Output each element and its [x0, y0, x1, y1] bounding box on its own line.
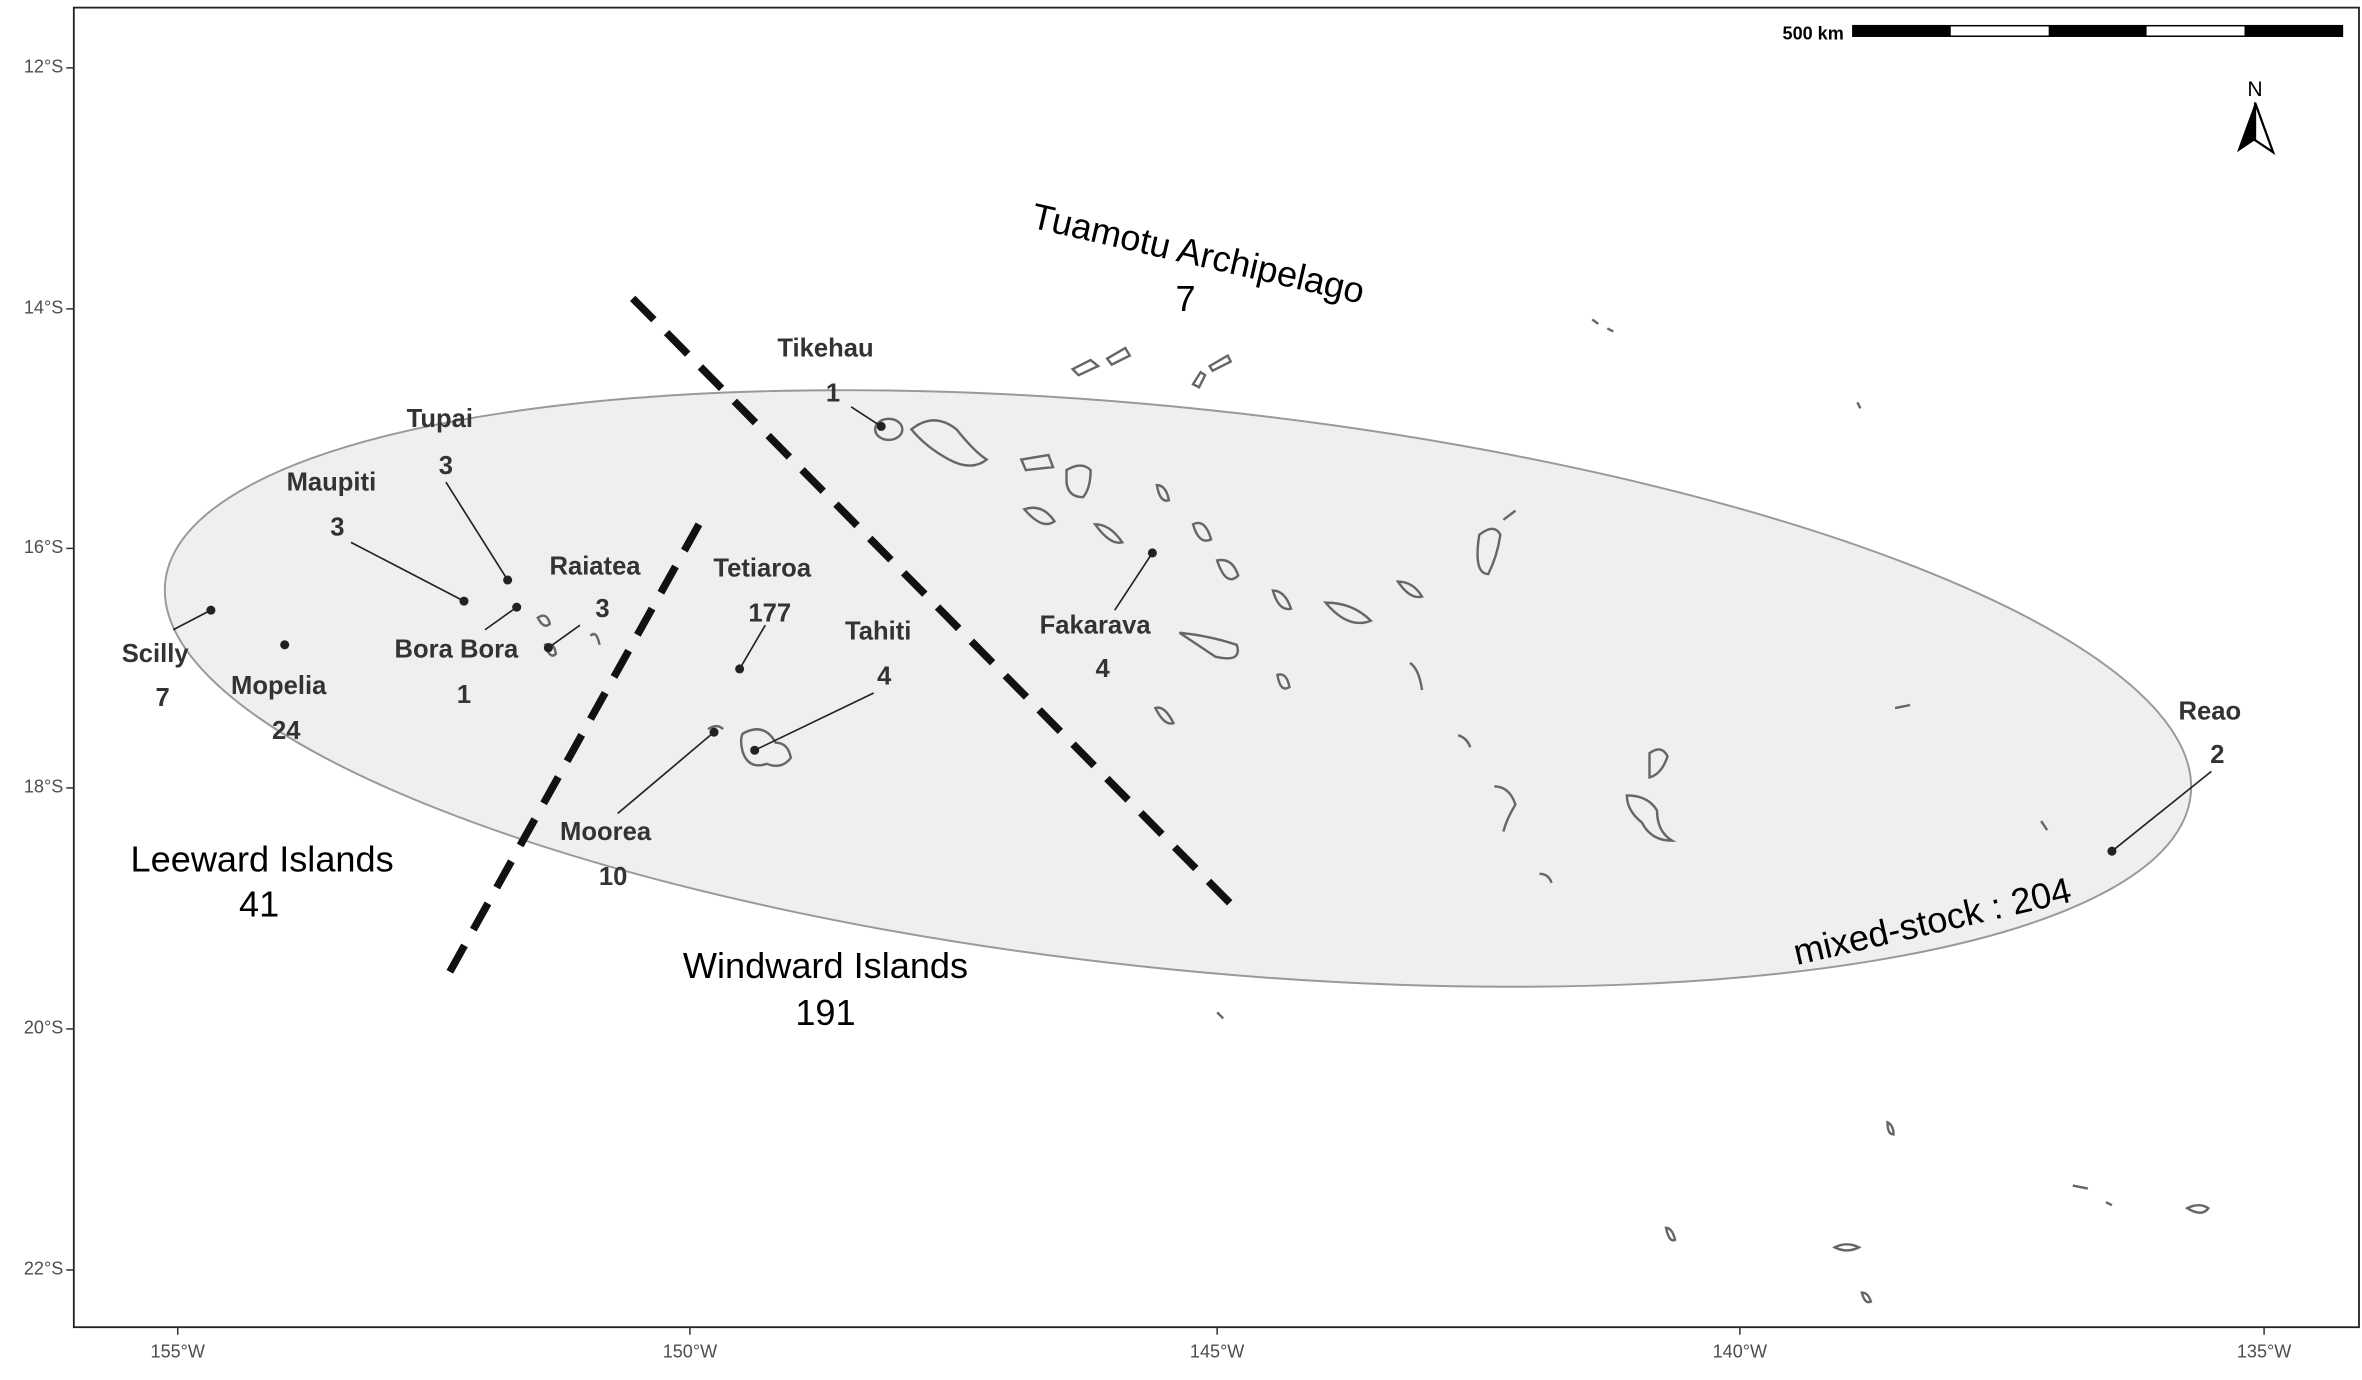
axes: 155°W 150°W 145°W 140°W 135°W 12°S 14°S 16°S 18°… [24, 57, 2291, 1362]
island: Scilly 7 [122, 605, 216, 712]
island-point [206, 605, 216, 615]
island-name: Scilly [122, 640, 190, 668]
y-tick-label: 18°S [24, 777, 63, 797]
island-name: Raiatea [549, 553, 641, 581]
island-count: 4 [877, 663, 892, 691]
island-name: Tupai [407, 405, 473, 433]
island-name: Mopelia [231, 672, 327, 700]
island: Mopelia 24 [231, 640, 327, 745]
leader-line [445, 481, 509, 581]
y-tick-label: 12°S [24, 57, 63, 77]
x-tick-label: 145°W [1190, 1342, 1244, 1362]
island-name: Tetiaroa [713, 554, 811, 582]
island: Reao 2 [2107, 697, 2242, 856]
island: Raiatea 3 [543, 553, 641, 653]
leader-line [547, 624, 581, 649]
leader-line [850, 406, 882, 428]
island-point [512, 602, 522, 612]
island-count: 3 [595, 595, 609, 623]
island: Bora Bora 1 [395, 602, 522, 709]
island-count: 10 [599, 863, 627, 891]
island-point [876, 421, 886, 431]
x-tick-label: 155°W [151, 1342, 205, 1362]
region-count: 41 [239, 883, 279, 924]
island-point [735, 664, 745, 674]
island: Tikehau 1 [777, 334, 886, 431]
atolls [536, 318, 2211, 1304]
island-point [750, 745, 760, 755]
island: Tupai 3 [407, 405, 513, 585]
island-name: Tikehau [777, 334, 873, 362]
island-count: 3 [330, 514, 344, 542]
leader-line [1114, 552, 1154, 611]
island-point [2107, 846, 2117, 856]
region-name: Windward Islands [683, 945, 968, 986]
mixed-stock-ellipse [163, 389, 2193, 988]
y-tick-label: 16°S [24, 537, 63, 557]
leader-line [617, 731, 715, 815]
island-name: Tahiti [845, 618, 911, 646]
island-count: 1 [826, 380, 840, 408]
island: Tetiaroa 177 [713, 554, 812, 674]
island-count: 7 [156, 684, 170, 712]
north-label: N [2247, 78, 2262, 101]
island-point [459, 596, 469, 606]
region-name: Leeward Islands [131, 838, 394, 879]
island-name: Moorea [560, 818, 652, 846]
island-point [543, 643, 553, 653]
island-point [709, 727, 719, 737]
island-name: Maupiti [287, 468, 377, 496]
leader-line [2111, 770, 2212, 852]
island-name: Fakarava [1040, 611, 1152, 639]
region-count: 191 [795, 992, 855, 1033]
island-name: Bora Bora [395, 636, 519, 664]
island: Tahiti 4 [750, 618, 911, 755]
y-tick-label: 14°S [24, 298, 63, 318]
leader-line [738, 624, 766, 670]
island-count: 1 [457, 681, 471, 709]
leader-line [484, 606, 518, 631]
island-count: 177 [748, 599, 791, 627]
island-point [503, 575, 513, 585]
island-count: 3 [439, 452, 453, 480]
island-count: 2 [2210, 741, 2224, 769]
x-tick-label: 140°W [1713, 1342, 1767, 1362]
island-count: 24 [272, 717, 301, 745]
island: Maupiti 3 [287, 468, 469, 606]
scale-bar: 500 km [1783, 23, 2344, 43]
scale-bar-label: 500 km [1783, 23, 1844, 43]
region-count: 7 [1175, 278, 1195, 319]
island-count: 4 [1096, 655, 1111, 683]
island-name: Reao [2179, 697, 2242, 725]
dividers [444, 295, 1238, 979]
island-point [1147, 548, 1157, 558]
x-tick-label: 135°W [2237, 1342, 2291, 1362]
x-tick-label: 150°W [663, 1342, 717, 1362]
y-tick-label: 22°S [24, 1259, 63, 1279]
leader-line [172, 609, 212, 631]
leader-line [350, 541, 465, 602]
island: Moorea 10 [560, 727, 719, 891]
island-point [280, 640, 290, 650]
island: Fakarava 4 [1040, 548, 1157, 683]
leader-line [754, 692, 875, 752]
y-tick-label: 20°S [24, 1018, 63, 1038]
